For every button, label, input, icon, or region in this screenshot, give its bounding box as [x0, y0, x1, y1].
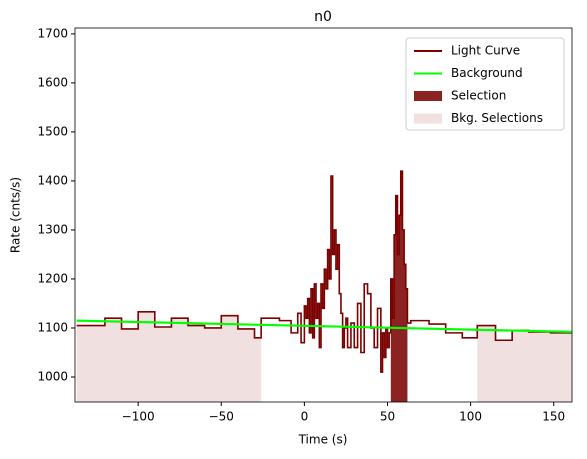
legend-swatch: [414, 91, 442, 101]
legend-label: Background: [451, 66, 523, 80]
y-tick-label: 1700: [37, 26, 68, 40]
legend-label: Bkg. Selections: [451, 111, 543, 125]
legend-swatch: [414, 113, 442, 124]
selection-area: [477, 325, 572, 402]
y-tick-label: 1200: [37, 271, 68, 285]
x-tick-label: 50: [380, 410, 395, 424]
series-line: [76, 319, 573, 334]
legend-label: Light Curve: [451, 44, 520, 58]
y-tick-label: 1600: [37, 75, 68, 89]
y-tick-label: 1500: [37, 124, 68, 138]
series-line: [76, 170, 572, 373]
y-tick-label: 1100: [37, 320, 68, 334]
x-tick-label: 100: [459, 410, 482, 424]
y-axis-label: Rate (cnts/s): [9, 177, 23, 253]
x-tick-label: −100: [122, 410, 155, 424]
legend-box: [405, 37, 565, 131]
x-axis-label: Time (s): [298, 433, 348, 447]
x-tick-label: 150: [542, 410, 565, 424]
legend-label: Selection: [451, 89, 506, 103]
y-tick-label: 1400: [37, 173, 68, 187]
plot-frame: [74, 27, 573, 403]
y-tick-label: 1300: [37, 222, 68, 236]
selection-area: [390, 171, 408, 402]
x-tick-label: −50: [209, 410, 234, 424]
selection-area: [76, 311, 262, 402]
y-tick-label: 1000: [37, 370, 68, 384]
x-tick-label: 0: [301, 410, 309, 424]
chart-title: n0: [314, 9, 332, 25]
